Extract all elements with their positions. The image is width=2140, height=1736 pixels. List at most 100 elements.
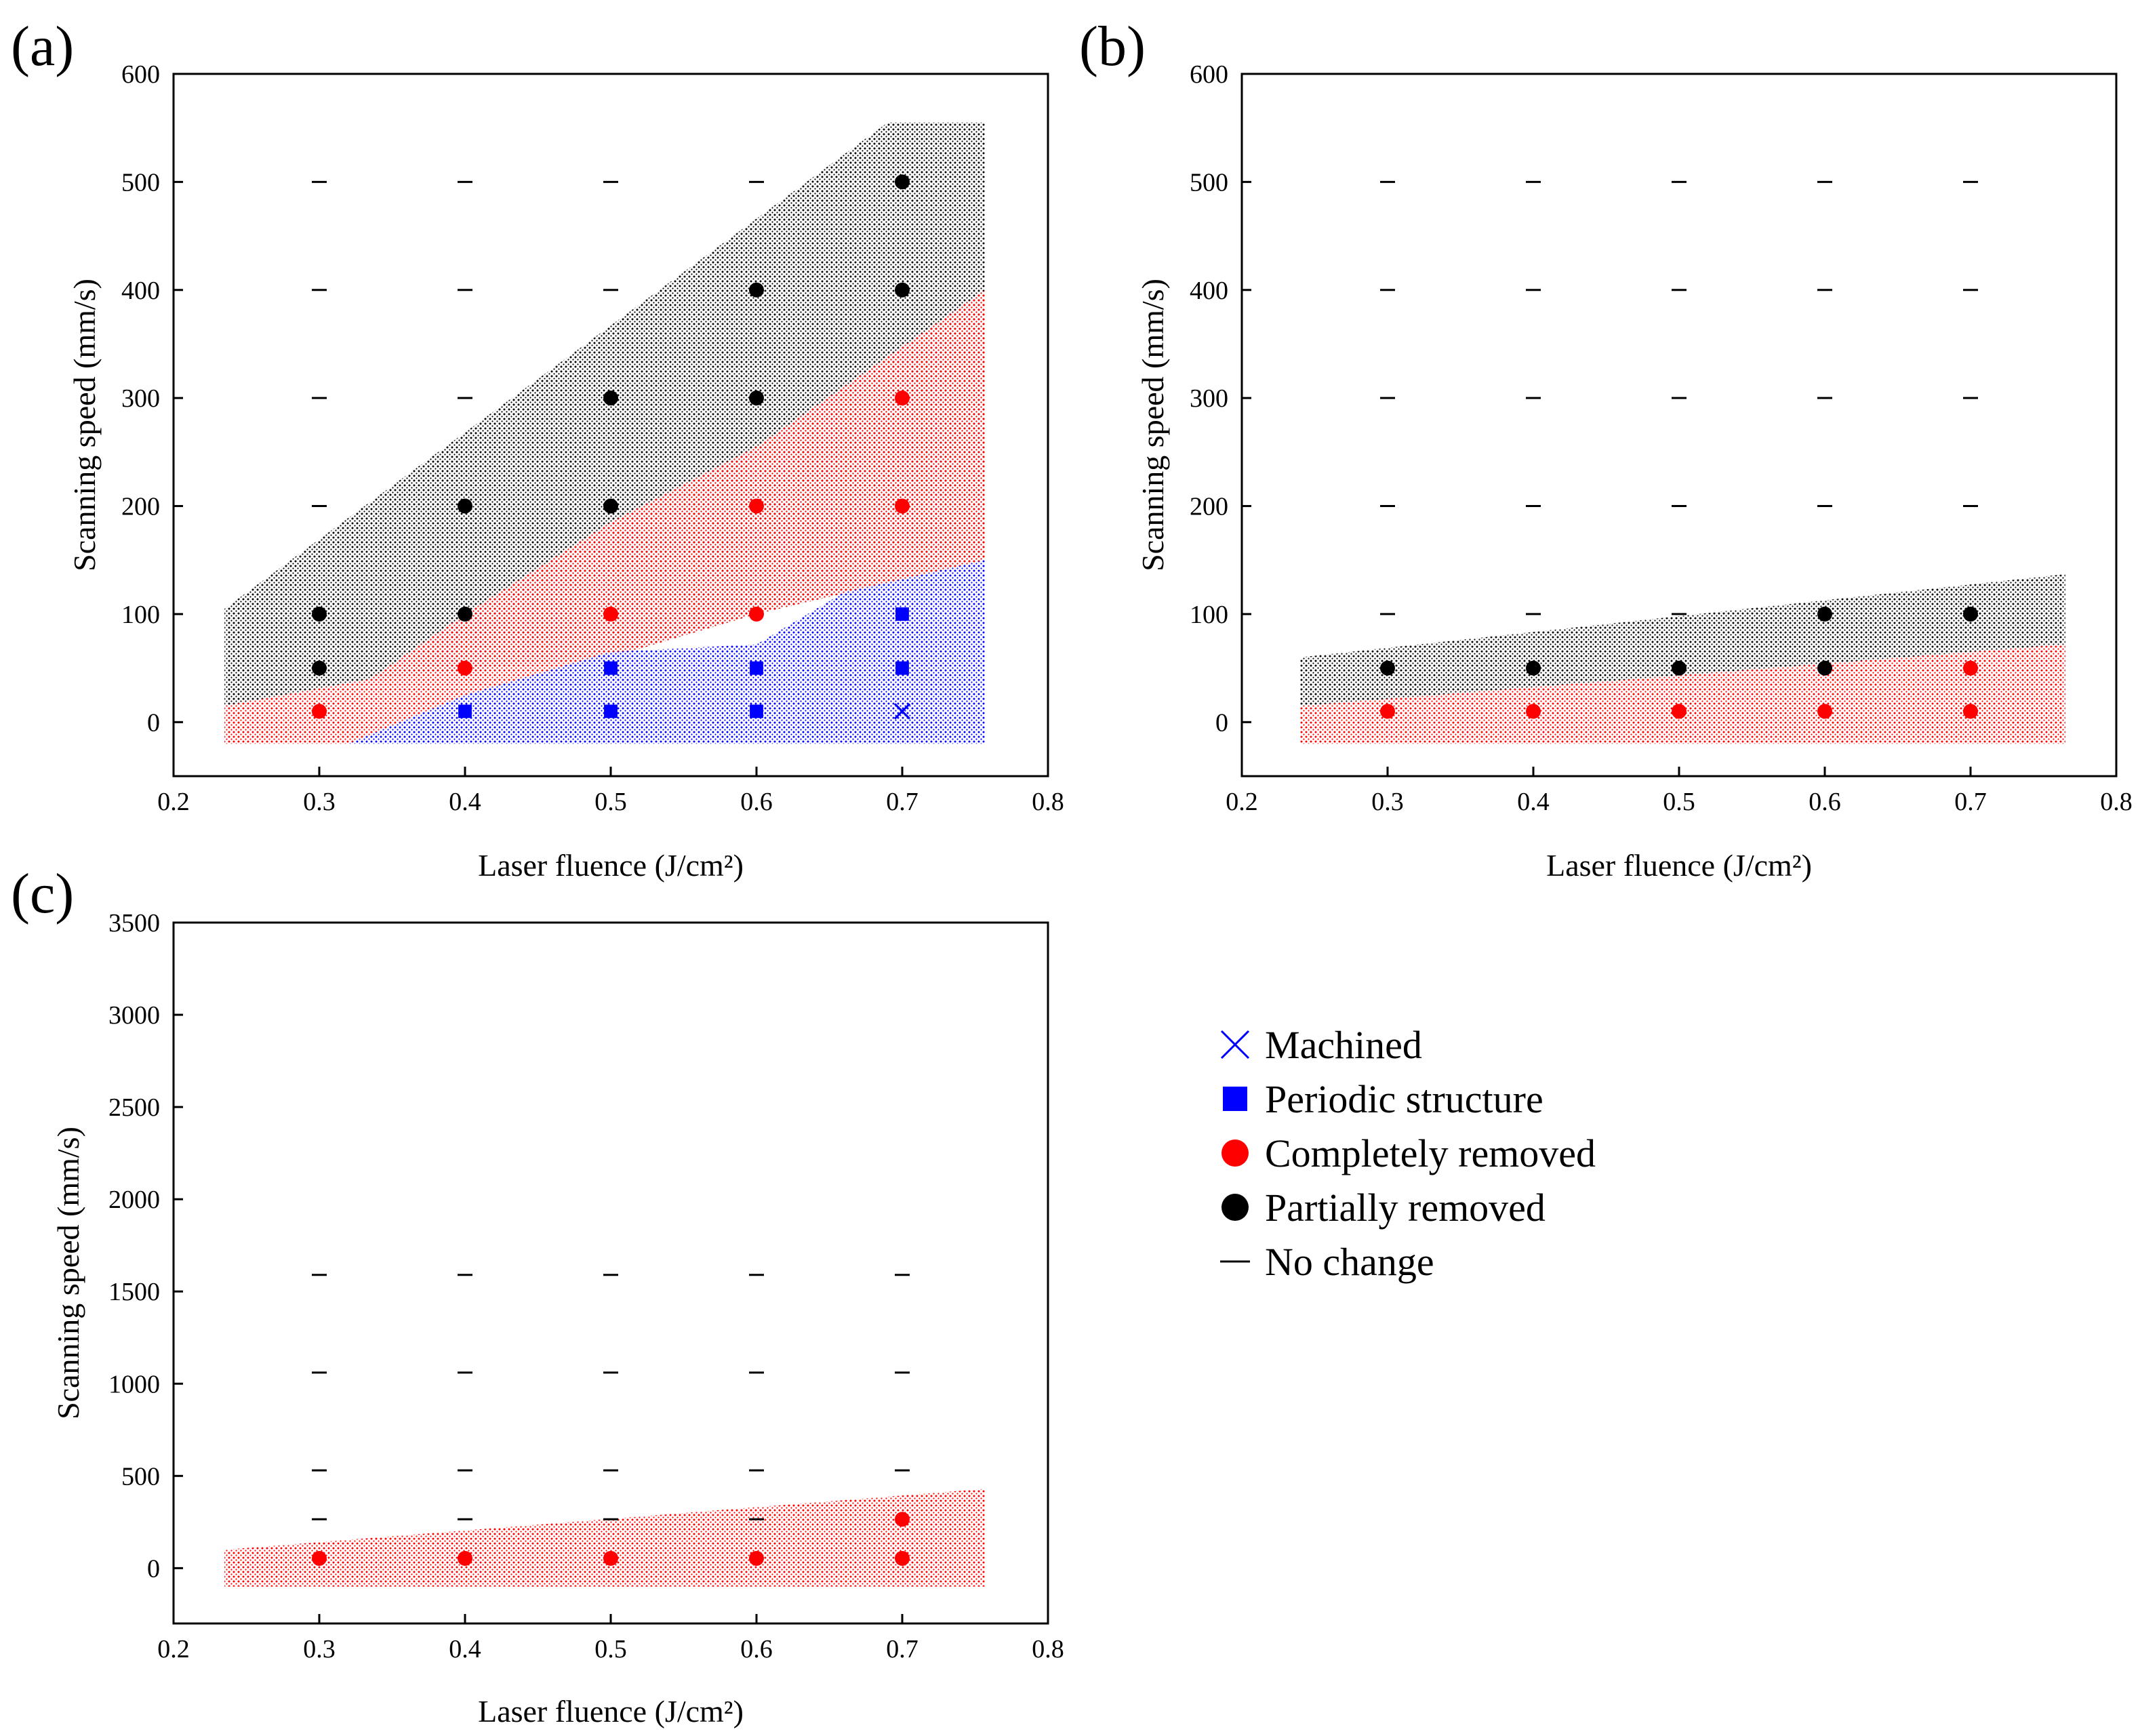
point-partially-a-12 bbox=[603, 390, 618, 406]
x-tick-label-c-4: 0.6 bbox=[740, 1635, 773, 1663]
legend-label-completely: Completely removed bbox=[1265, 1131, 1596, 1175]
y-tick-label-c-5: 2500 bbox=[108, 1093, 160, 1122]
point-partially-a-8 bbox=[749, 282, 764, 298]
region-partially-b bbox=[1300, 574, 2065, 706]
legend-label-machined: Machined bbox=[1265, 1023, 1422, 1067]
point-completely-a-30 bbox=[312, 704, 327, 719]
legend-marker-completely bbox=[1222, 1139, 1249, 1167]
y-tick-label-c-0: 0 bbox=[147, 1554, 160, 1583]
x-tick-label-c-5: 0.7 bbox=[886, 1635, 918, 1663]
point-completely-c-21 bbox=[458, 1550, 472, 1566]
x-axis-title-b: Laser fluence (J/cm²) bbox=[1546, 848, 1812, 883]
y-tick-label-c-2: 1000 bbox=[108, 1370, 160, 1398]
region-completely-b bbox=[1300, 644, 2065, 744]
point-periodic-a-29 bbox=[895, 661, 909, 675]
y-tick-label-c-7: 3500 bbox=[108, 909, 160, 937]
y-tick-label-b-0: 0 bbox=[1215, 708, 1228, 737]
point-partially-a-25 bbox=[312, 660, 327, 676]
point-partially-a-20 bbox=[312, 606, 327, 622]
y-axis-title-a: Scanning speed (mm/s) bbox=[67, 279, 102, 571]
panel-label-a: (a) bbox=[11, 15, 74, 78]
y-tick-label-a-6: 600 bbox=[121, 60, 160, 89]
x-tick-label-a-5: 0.7 bbox=[886, 788, 918, 816]
point-completely-c-24 bbox=[895, 1550, 910, 1566]
y-tick-label-b-6: 600 bbox=[1190, 60, 1228, 89]
region-completely-c bbox=[224, 1489, 986, 1587]
x-tick-label-a-0: 0.2 bbox=[157, 788, 190, 816]
point-partially-b-27 bbox=[1672, 660, 1687, 676]
y-tick-label-b-5: 500 bbox=[1190, 168, 1228, 197]
y-axis-title-c: Scanning speed (mm/s) bbox=[51, 1127, 85, 1419]
y-tick-label-b-4: 400 bbox=[1190, 277, 1228, 305]
regions-b bbox=[1300, 574, 2065, 744]
x-tick-label-c-0: 0.2 bbox=[157, 1635, 190, 1663]
point-completely-a-26 bbox=[458, 660, 472, 676]
axes-a: 0.2 0.3 0.4 0.5 0.6 0.7 0.8 0 100 200 300 400 500 600 bbox=[121, 60, 1064, 816]
point-periodic-a-32 bbox=[604, 704, 618, 719]
legend: Machined Periodic structure Completely rem… bbox=[1220, 1023, 1596, 1284]
point-partially-b-26 bbox=[1526, 660, 1541, 676]
point-periodic-a-27 bbox=[604, 661, 618, 675]
x-axis-title-c: Laser fluence (J/cm²) bbox=[478, 1694, 744, 1729]
y-tick-label-a-0: 0 bbox=[147, 708, 160, 737]
point-completely-c-20 bbox=[312, 1550, 327, 1566]
point-partially-b-24 bbox=[1963, 606, 1978, 622]
y-tick-label-c-4: 2000 bbox=[108, 1186, 160, 1214]
point-completely-c-22 bbox=[603, 1550, 618, 1566]
y-tick-label-a-2: 200 bbox=[121, 493, 160, 521]
x-tick-label-c-2: 0.4 bbox=[449, 1635, 481, 1663]
point-completely-b-32 bbox=[1672, 704, 1687, 719]
point-completely-c-19 bbox=[895, 1512, 910, 1527]
point-partially-a-21 bbox=[458, 606, 472, 622]
x-tick-label-a-3: 0.5 bbox=[594, 788, 627, 816]
region-periodic-a bbox=[348, 560, 986, 744]
x-tick-label-c-6: 0.8 bbox=[1032, 1635, 1064, 1663]
regions-c bbox=[224, 1489, 986, 1587]
point-periodic-a-33 bbox=[750, 704, 763, 719]
point-partially-b-25 bbox=[1380, 660, 1395, 676]
axes-b: 0.2 0.3 0.4 0.5 0.6 0.7 0.8 0 100 200 300 400 500 600 bbox=[1190, 60, 2133, 816]
point-completely-a-19 bbox=[895, 498, 910, 514]
point-completely-a-18 bbox=[749, 498, 764, 514]
y-tick-label-b-3: 300 bbox=[1190, 384, 1228, 413]
legend-marker-periodic bbox=[1223, 1087, 1247, 1111]
legend-marker-partially bbox=[1222, 1194, 1249, 1221]
x-tick-label-a-4: 0.6 bbox=[740, 788, 773, 816]
y-axis-title-b: Scanning speed (mm/s) bbox=[1135, 279, 1170, 571]
panel-label-c: (c) bbox=[11, 862, 74, 925]
y-tick-label-a-1: 100 bbox=[121, 601, 160, 629]
point-completely-b-30 bbox=[1380, 704, 1395, 719]
y-tick-label-b-1: 100 bbox=[1190, 601, 1228, 629]
point-partially-a-16 bbox=[458, 498, 472, 514]
x-tick-label-b-3: 0.5 bbox=[1663, 788, 1695, 816]
point-completely-b-34 bbox=[1963, 704, 1978, 719]
point-partially-a-4 bbox=[895, 174, 910, 190]
axes-c: 0.2 0.3 0.4 0.5 0.6 0.7 0.8 0 500 1000 1500 2000 250… bbox=[108, 909, 1064, 1663]
y-tick-label-a-5: 500 bbox=[121, 168, 160, 197]
legend-label-nochange: No change bbox=[1265, 1240, 1434, 1284]
x-tick-label-c-3: 0.5 bbox=[594, 1635, 627, 1663]
y-tick-label-c-6: 3000 bbox=[108, 1001, 160, 1030]
x-tick-label-c-1: 0.3 bbox=[303, 1635, 336, 1663]
x-tick-label-b-4: 0.6 bbox=[1809, 788, 1841, 816]
point-completely-b-33 bbox=[1817, 704, 1832, 719]
y-tick-label-a-4: 400 bbox=[121, 277, 160, 305]
marks-b bbox=[1380, 180, 1978, 719]
point-partially-a-17 bbox=[603, 498, 618, 514]
point-completely-c-23 bbox=[749, 1550, 764, 1566]
point-partially-a-13 bbox=[749, 390, 764, 406]
marks-a bbox=[312, 174, 911, 720]
x-tick-label-b-2: 0.4 bbox=[1517, 788, 1550, 816]
y-tick-label-c-1: 500 bbox=[121, 1462, 160, 1491]
legend-label-partially: Partially removed bbox=[1265, 1186, 1546, 1230]
regions-a bbox=[224, 122, 986, 744]
point-periodic-a-28 bbox=[750, 661, 763, 675]
region-completely-a bbox=[224, 289, 986, 744]
x-tick-label-a-1: 0.3 bbox=[303, 788, 336, 816]
panel-b: (b) 0.2 0.3 0.4 0.5 0.6 0.7 0.8 0 100 200 300 400 50… bbox=[1079, 15, 2133, 883]
point-partially-b-28 bbox=[1817, 660, 1832, 676]
legend-label-periodic: Periodic structure bbox=[1265, 1077, 1543, 1121]
x-tick-label-b-6: 0.8 bbox=[2100, 788, 2133, 816]
y-tick-label-a-3: 300 bbox=[121, 384, 160, 413]
